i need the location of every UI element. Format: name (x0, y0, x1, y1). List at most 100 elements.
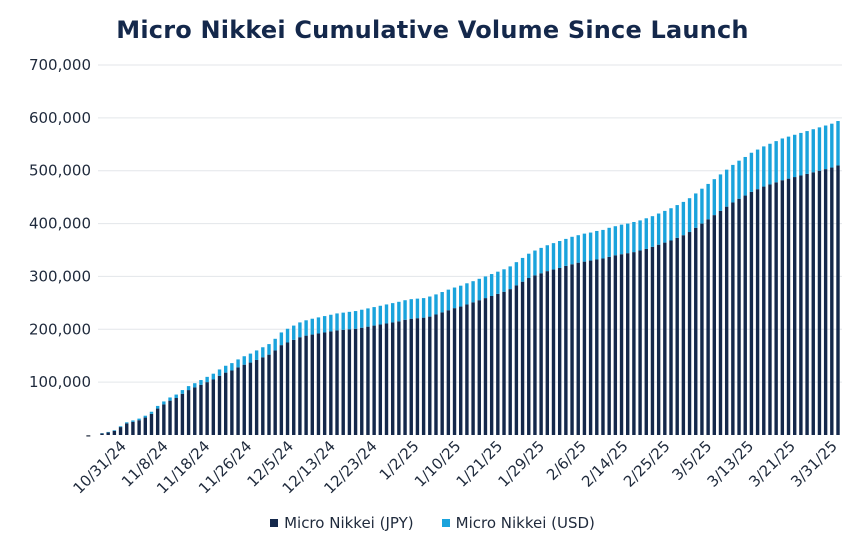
bar-usd (186, 386, 191, 391)
bar-jpy (687, 232, 692, 435)
bar-usd (520, 257, 525, 282)
bar-usd (514, 262, 519, 286)
bar-usd (570, 236, 574, 265)
x-axis-ticks: 10/31/2411/8/2411/18/2411/26/2412/5/2412… (69, 437, 840, 497)
bar-usd (465, 283, 469, 305)
bar-usd (489, 274, 494, 296)
bar-jpy (322, 332, 327, 435)
bar-usd (360, 309, 364, 328)
bar-jpy (180, 393, 185, 435)
bar-jpy (669, 240, 673, 435)
bar-jpy (372, 325, 376, 435)
bar-jpy (718, 210, 723, 435)
bar-usd (681, 201, 686, 236)
bar-jpy (786, 178, 791, 435)
bar-usd (724, 169, 729, 207)
y-tick-label: 300,000 (29, 267, 91, 285)
bar-jpy (353, 328, 358, 435)
bar-jpy (384, 323, 389, 435)
y-tick-label: 200,000 (29, 320, 91, 338)
bar-usd (223, 365, 228, 373)
bar-usd (397, 301, 401, 322)
bar-jpy (644, 248, 648, 435)
bar-usd (564, 238, 568, 266)
bar-jpy (601, 258, 605, 435)
bar-jpy (508, 289, 512, 435)
bar-usd (632, 221, 636, 253)
bar-jpy (700, 223, 704, 435)
bar-jpy (613, 255, 618, 435)
bar-usd (118, 426, 123, 428)
bar-jpy (737, 198, 741, 435)
bar-usd (149, 411, 154, 414)
bar-jpy (619, 254, 624, 435)
bar-jpy (149, 413, 154, 435)
bar-usd (322, 316, 327, 333)
bar-usd (205, 376, 209, 383)
bar-usd (298, 322, 302, 338)
bar-usd (706, 183, 710, 220)
chart-title: Micro Nikkei Cumulative Volume Since Lau… (116, 16, 749, 44)
bar-jpy (762, 186, 766, 435)
bar-usd (762, 146, 766, 187)
bar-usd (267, 344, 271, 355)
bar-jpy (335, 330, 339, 435)
bar-jpy (638, 250, 642, 435)
bar-jpy (471, 302, 475, 435)
bar-jpy (390, 322, 395, 435)
bar-jpy (557, 267, 562, 435)
bar-usd (452, 287, 457, 309)
bar-usd (155, 405, 160, 409)
bar-jpy (211, 379, 216, 435)
bar-jpy (230, 370, 234, 435)
bar-usd (230, 363, 234, 371)
bar-jpy (533, 275, 537, 435)
bar-usd (174, 394, 178, 398)
bar-usd (285, 328, 290, 343)
bar-jpy (755, 189, 760, 435)
bar-jpy (131, 421, 135, 435)
bar-usd (292, 325, 296, 340)
y-tick-label: 700,000 (29, 56, 91, 74)
x-tick-label: 1/29/25 (494, 437, 548, 491)
bar-usd (607, 227, 611, 257)
bar-jpy (452, 308, 457, 435)
bar-jpy (397, 321, 401, 435)
bar-usd (353, 311, 358, 329)
bar-jpy (155, 408, 160, 435)
bar-jpy (378, 324, 383, 435)
bar-usd (143, 415, 147, 418)
bar-usd (390, 303, 395, 323)
bar-usd (112, 430, 117, 431)
bar-jpy (267, 354, 271, 435)
bar-usd (261, 347, 265, 358)
bar-jpy (298, 337, 302, 435)
bar-jpy (465, 304, 469, 435)
bar-jpy (168, 400, 172, 435)
bar-usd (601, 229, 605, 259)
bar-usd (304, 320, 308, 336)
bar-usd (539, 247, 543, 274)
bar-jpy (570, 264, 574, 435)
bar-usd (823, 125, 828, 170)
bar-usd (836, 121, 840, 166)
bar-usd (421, 298, 426, 318)
bar-jpy (836, 165, 840, 435)
bar-jpy (112, 430, 117, 435)
bar-usd (638, 220, 642, 251)
bar-usd (477, 278, 481, 301)
x-tick-label: 2/25/25 (620, 437, 674, 491)
bar-jpy (223, 372, 228, 435)
bar-usd (669, 208, 673, 241)
bar-usd (273, 338, 277, 351)
bar-jpy (805, 173, 809, 435)
bar-jpy (774, 182, 778, 435)
bar-jpy (823, 169, 828, 435)
bar-usd (446, 289, 451, 311)
y-tick-label: 600,000 (29, 109, 91, 127)
bar-usd (236, 359, 240, 368)
bar-usd (595, 230, 599, 260)
bar-usd (805, 131, 809, 174)
bar-usd (663, 210, 667, 243)
bar-usd (496, 271, 500, 294)
